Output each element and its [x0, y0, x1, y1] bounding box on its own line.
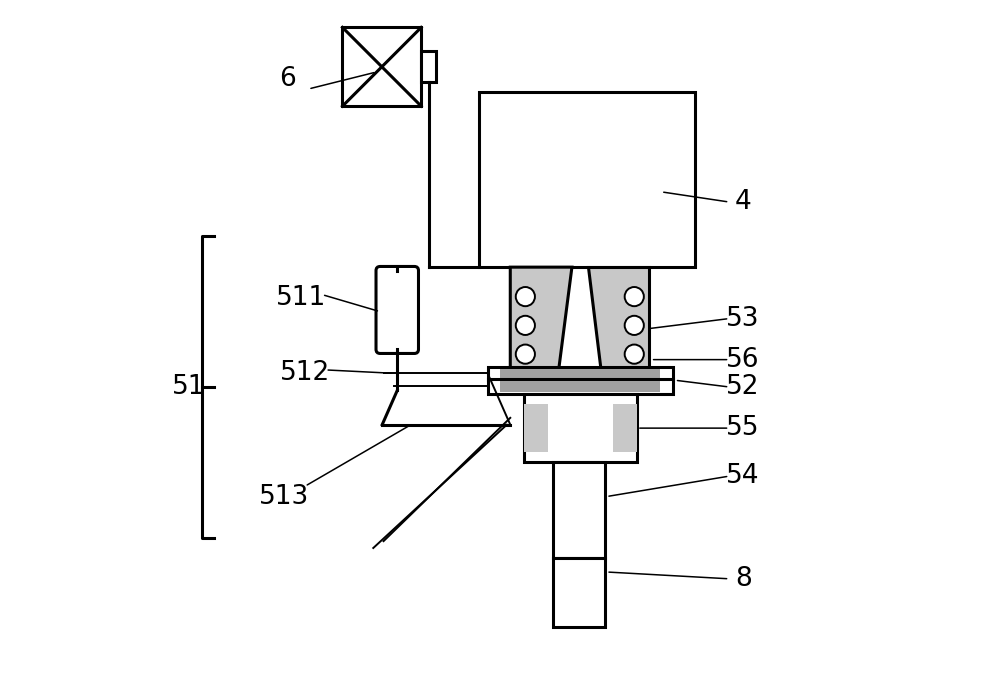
Polygon shape	[510, 267, 572, 373]
FancyBboxPatch shape	[376, 266, 418, 353]
Circle shape	[625, 345, 644, 364]
Bar	[524, 394, 637, 462]
Circle shape	[625, 316, 644, 335]
Circle shape	[516, 287, 535, 306]
Polygon shape	[588, 267, 649, 373]
Bar	[553, 462, 605, 558]
Text: 55: 55	[726, 415, 760, 441]
Bar	[342, 27, 421, 106]
Bar	[613, 404, 637, 452]
Text: 56: 56	[726, 347, 760, 373]
Bar	[500, 369, 660, 378]
Text: 8: 8	[735, 566, 752, 592]
Bar	[524, 404, 548, 452]
Bar	[488, 366, 673, 380]
Circle shape	[516, 345, 535, 364]
Circle shape	[516, 316, 535, 335]
Bar	[488, 379, 673, 394]
Text: 4: 4	[735, 189, 752, 215]
Bar	[500, 381, 660, 392]
Circle shape	[625, 287, 644, 306]
Text: 52: 52	[726, 374, 760, 400]
Text: 53: 53	[726, 306, 760, 332]
Text: 6: 6	[279, 66, 296, 92]
Text: 513: 513	[259, 484, 309, 510]
Text: 51: 51	[172, 374, 205, 400]
Bar	[553, 558, 605, 627]
Bar	[421, 51, 436, 82]
Bar	[479, 92, 695, 267]
Text: 511: 511	[276, 285, 326, 311]
Text: 54: 54	[726, 463, 760, 489]
Text: 512: 512	[280, 360, 330, 386]
